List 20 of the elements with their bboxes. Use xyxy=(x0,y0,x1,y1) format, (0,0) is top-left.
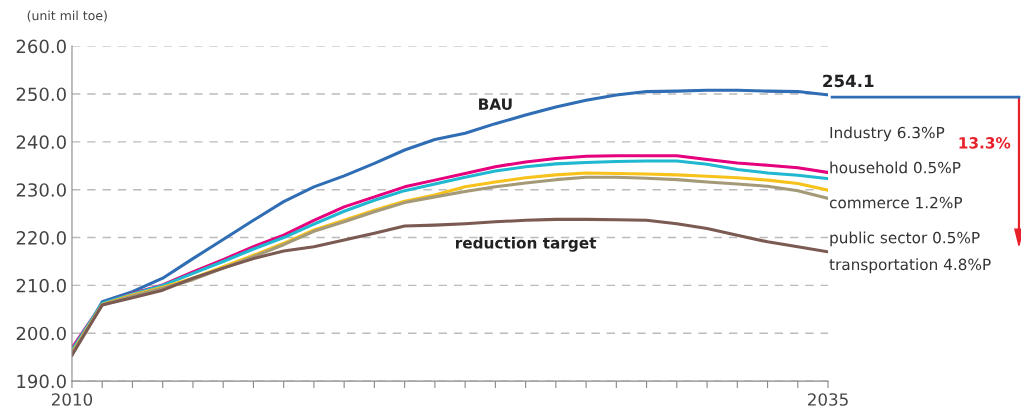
text: household 0.5%P xyxy=(830,161,961,174)
text: commerce 1.2%P xyxy=(829,196,963,209)
y-tick-label: 210.0 xyxy=(16,278,66,293)
y-tick-label: 220.0 xyxy=(16,231,66,245)
text: Industry 6.3%P xyxy=(830,126,945,142)
y-tick-label: 200.0 xyxy=(16,326,66,341)
text: transportation 4.8%P xyxy=(829,258,991,274)
text: public sector 0.5%P xyxy=(830,231,980,247)
text: 13.3% xyxy=(959,137,1011,149)
y-tick-label: 240.0 xyxy=(16,135,66,149)
series-label: reduction target xyxy=(456,236,597,252)
y-tick-label: 250.0 xyxy=(16,87,66,102)
x-tick-label: 2035 xyxy=(808,393,848,406)
series-label: BAU xyxy=(479,98,512,110)
y-tick-label: 190.0 xyxy=(17,374,66,389)
y-axis-title: (unit mil toe) xyxy=(27,10,107,22)
x-tick-label: 2010 xyxy=(51,393,93,406)
annotation: 254.1 xyxy=(823,74,874,88)
y-tick-label: 230.0 xyxy=(16,183,66,197)
y-tick-label: 260.0 xyxy=(16,39,66,54)
